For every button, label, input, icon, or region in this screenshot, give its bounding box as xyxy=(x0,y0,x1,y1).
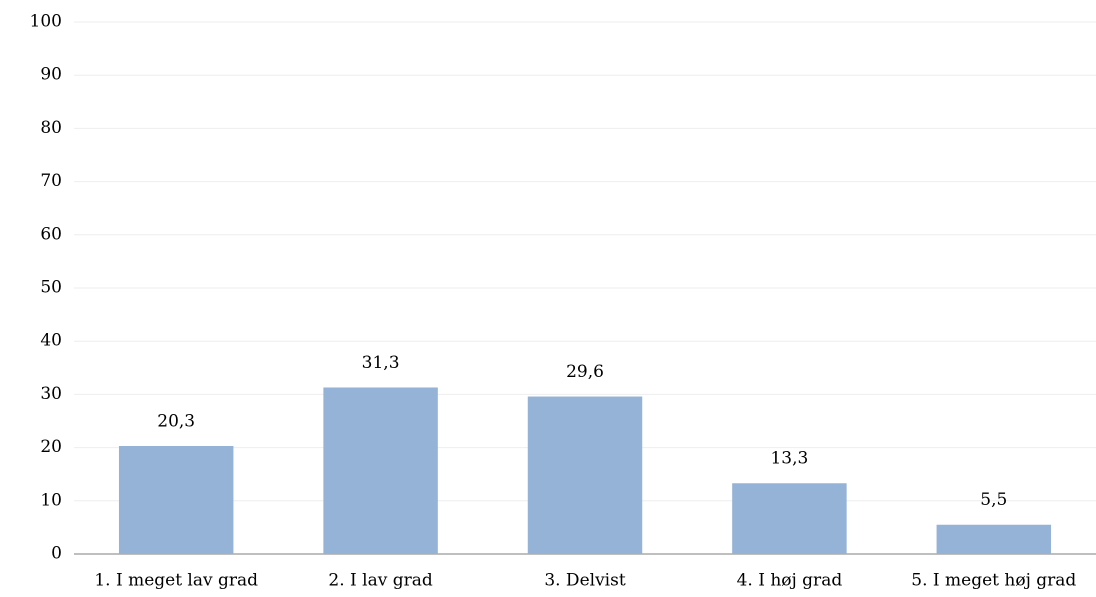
data-label: 31,3 xyxy=(362,353,400,373)
x-tick-label: 3. Delvist xyxy=(544,571,626,591)
y-tick-label: 30 xyxy=(40,384,62,404)
y-tick-label: 90 xyxy=(40,65,62,85)
data-label: 29,6 xyxy=(566,362,604,382)
y-tick-label: 40 xyxy=(40,331,62,351)
data-label: 13,3 xyxy=(770,449,808,469)
x-tick-label: 4. I høj grad xyxy=(737,571,843,591)
y-tick-label: 20 xyxy=(40,437,62,457)
x-tick-label: 5. I meget høj grad xyxy=(911,571,1076,591)
bar xyxy=(527,396,643,554)
y-tick-label: 70 xyxy=(40,171,62,191)
data-label: 20,3 xyxy=(157,412,195,432)
y-tick-label: 100 xyxy=(30,12,62,32)
bar xyxy=(323,387,438,554)
bar xyxy=(936,524,1052,554)
y-tick-label: 10 xyxy=(40,490,62,510)
x-tick-label: 2. I lav grad xyxy=(328,571,432,591)
data-label: 5,5 xyxy=(980,490,1007,510)
y-tick-label: 50 xyxy=(40,278,62,298)
y-tick-label: 0 xyxy=(51,544,62,564)
y-tick-label: 80 xyxy=(40,118,62,138)
bar xyxy=(118,446,234,554)
bar xyxy=(732,483,847,554)
x-tick-label: 1. I meget lav grad xyxy=(94,571,258,591)
y-tick-label: 60 xyxy=(40,224,62,244)
